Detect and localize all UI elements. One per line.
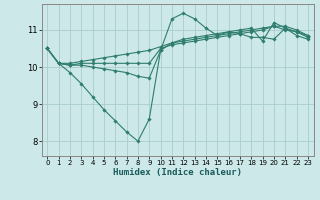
- X-axis label: Humidex (Indice chaleur): Humidex (Indice chaleur): [113, 168, 242, 177]
